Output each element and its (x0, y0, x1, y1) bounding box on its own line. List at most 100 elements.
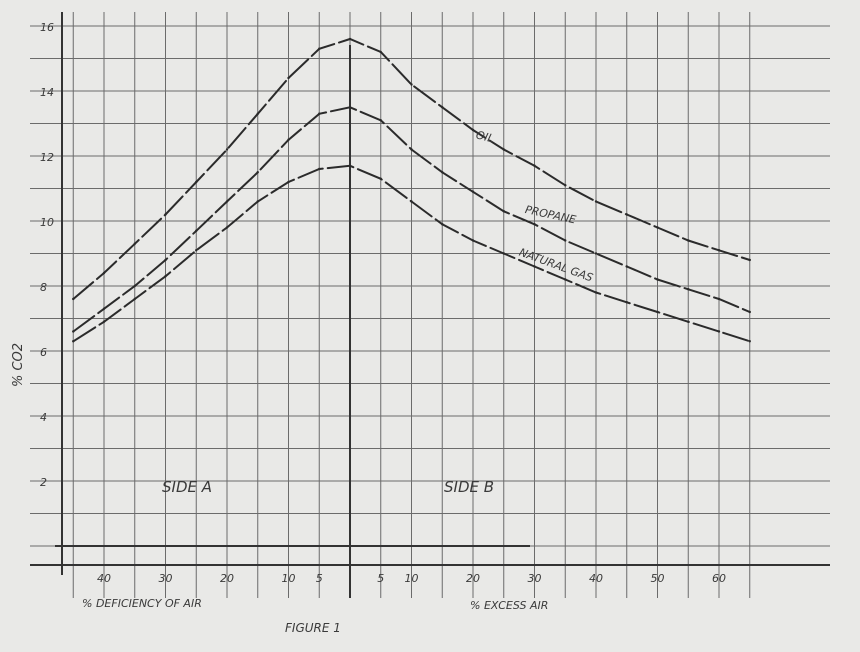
deficiency-label: % DEFICIENCY OF AIR (82, 597, 202, 610)
data-point (594, 252, 598, 255)
y-tick-label: 16 (40, 21, 54, 34)
data-point (410, 200, 413, 203)
data-point (318, 47, 321, 50)
data-point (164, 213, 167, 216)
y-tick-label: 2 (40, 476, 47, 489)
series-line-oil (72, 37, 751, 300)
data-point (102, 271, 106, 275)
data-point (625, 301, 628, 304)
x-tick-label: 40 (97, 572, 111, 585)
data-point (471, 190, 475, 193)
data-point (348, 164, 352, 167)
data-point (656, 278, 659, 281)
data-point (748, 340, 751, 343)
data-point (195, 180, 198, 184)
data-point (533, 265, 536, 268)
data-point (656, 226, 659, 229)
data-point (256, 200, 259, 203)
data-point (256, 171, 259, 174)
y-tick-label: 14 (40, 86, 54, 99)
data-point (594, 291, 598, 294)
x-tick-label: 20 (466, 572, 480, 585)
axes (30, 12, 830, 598)
data-point (717, 297, 721, 301)
data-point (656, 310, 659, 314)
data-point (379, 50, 382, 54)
x-tick-label: 20 (220, 572, 234, 585)
y-axis-label: % CO2 (11, 343, 26, 387)
side-a-label: SIDE A (162, 478, 212, 496)
data-point (195, 249, 198, 252)
x-tick-label: 5 (316, 572, 323, 585)
data-point (72, 297, 75, 301)
x-tick-label: 40 (589, 572, 603, 585)
data-point (441, 106, 444, 109)
data-point (564, 184, 567, 187)
series-label: OIL (475, 128, 496, 145)
data-point (318, 112, 321, 115)
data-point (379, 119, 382, 122)
data-point (564, 239, 567, 242)
data-point (164, 258, 167, 262)
data-point (687, 288, 690, 291)
data-point (533, 164, 536, 167)
data-point (225, 148, 229, 151)
x-tick-label: 30 (528, 572, 542, 585)
data-point (564, 278, 567, 281)
grid (30, 12, 830, 598)
side-b-label: SIDE B (444, 478, 494, 496)
data-point (348, 37, 352, 41)
data-point (410, 148, 413, 151)
series-curves (72, 37, 751, 343)
excess-label: % EXCESS AIR (470, 599, 548, 612)
data-point (225, 226, 229, 229)
y-tick-label: 8 (40, 281, 47, 294)
data-point (717, 330, 721, 333)
data-point (195, 229, 198, 232)
data-point (687, 239, 690, 242)
data-point (410, 83, 413, 86)
x-tick-labels: 40 30 20 10 5 5 10 20 30 40 50 60 (97, 572, 726, 585)
x-tick-label: 10 (282, 572, 296, 585)
data-point (225, 200, 229, 203)
y-tick-label: 12 (40, 151, 54, 164)
y-tick-labels: 2 4 6 8 10 12 14 16 (40, 21, 54, 489)
data-point (471, 239, 475, 242)
x-tick-label: 10 (405, 572, 419, 585)
data-point (502, 148, 505, 151)
y-tick-label: 10 (40, 216, 54, 229)
data-point (133, 242, 136, 245)
data-point (717, 249, 721, 252)
y-tick-label: 6 (40, 346, 47, 359)
x-tick-label: 60 (712, 572, 726, 585)
data-point (287, 76, 290, 80)
data-point (287, 138, 290, 141)
x-tick-label: 50 (651, 572, 665, 585)
data-point (348, 106, 352, 109)
data-point (164, 275, 167, 278)
data-point (748, 258, 751, 262)
data-point (441, 223, 444, 226)
data-point (687, 320, 690, 323)
x-tick-label: 30 (159, 572, 173, 585)
figure-caption: FIGURE 1 (285, 621, 341, 635)
data-point (133, 284, 136, 288)
data-point (72, 330, 75, 333)
data-point (471, 128, 475, 132)
x-tick-label: 5 (377, 572, 384, 585)
data-point (502, 210, 505, 213)
data-point (748, 310, 751, 314)
data-point (533, 223, 536, 226)
data-point (72, 340, 75, 343)
data-point (625, 213, 628, 216)
data-point (318, 167, 321, 171)
data-point (625, 265, 628, 268)
data-point (287, 180, 290, 184)
data-point (102, 307, 106, 310)
data-point (594, 200, 598, 203)
data-point (102, 320, 106, 323)
y-tick-label: 4 (40, 411, 47, 424)
data-point (133, 297, 136, 301)
data-point (502, 252, 505, 255)
